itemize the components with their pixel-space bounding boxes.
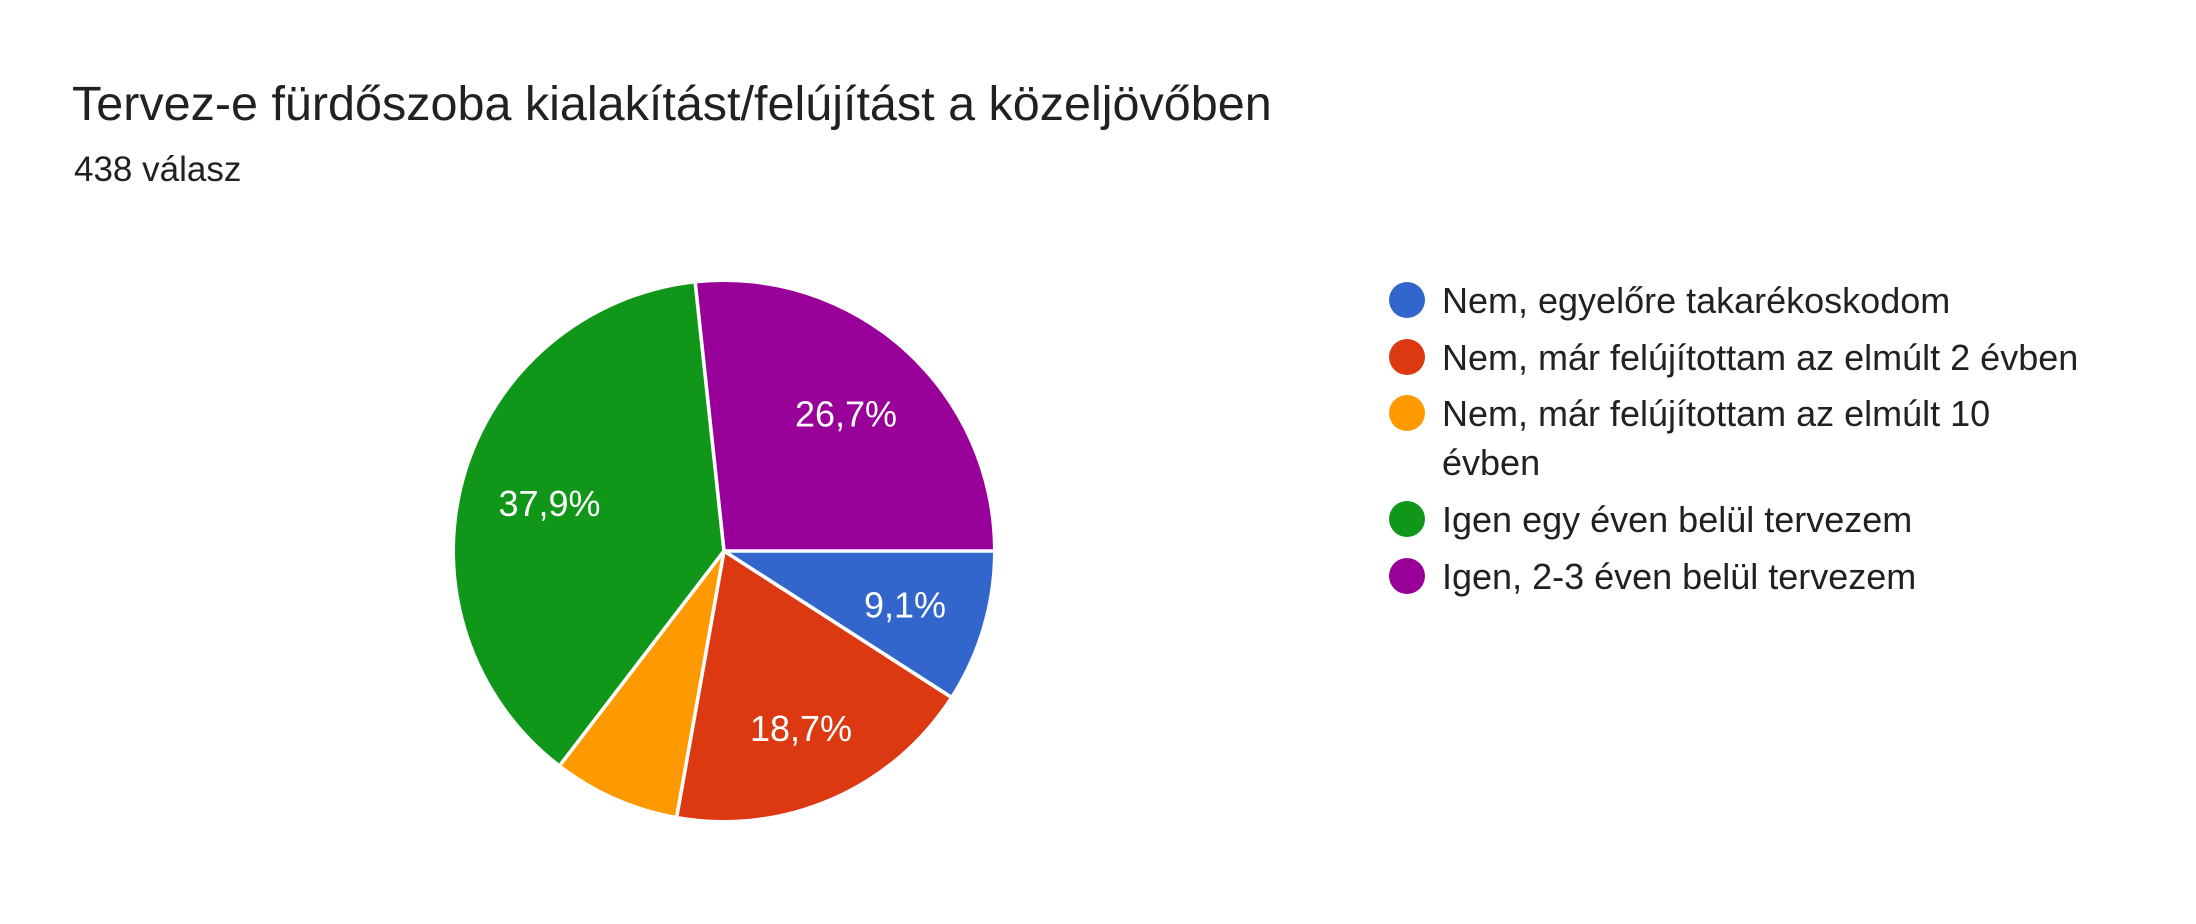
svg-text:Nem, már felújítottam az elmúl: Nem, már felújítottam az elmúlt 10: [1442, 393, 1990, 434]
svg-text:Nem, már felújítottam az elmúl: Nem, már felújítottam az elmúlt 2 évben: [1442, 337, 2078, 378]
svg-text:Igen egy éven belül tervezem: Igen egy éven belül tervezem: [1442, 499, 1912, 540]
svg-text:18,7%: 18,7%: [750, 708, 852, 749]
svg-text:9,1%: 9,1%: [864, 585, 946, 626]
svg-text:26,7%: 26,7%: [795, 394, 897, 435]
svg-text:438 válasz: 438 válasz: [74, 150, 241, 189]
svg-text:37,9%: 37,9%: [498, 483, 600, 524]
svg-text:Nem, egyelőre takarékoskodom: Nem, egyelőre takarékoskodom: [1442, 280, 1950, 321]
svg-text:Igen, 2-3 éven belül tervezem: Igen, 2-3 éven belül tervezem: [1442, 556, 1916, 597]
svg-text:évben: évben: [1442, 442, 1540, 483]
svg-text:Tervez-e fürdőszoba kialakítás: Tervez-e fürdőszoba kialakítást/felújítá…: [72, 77, 1272, 131]
